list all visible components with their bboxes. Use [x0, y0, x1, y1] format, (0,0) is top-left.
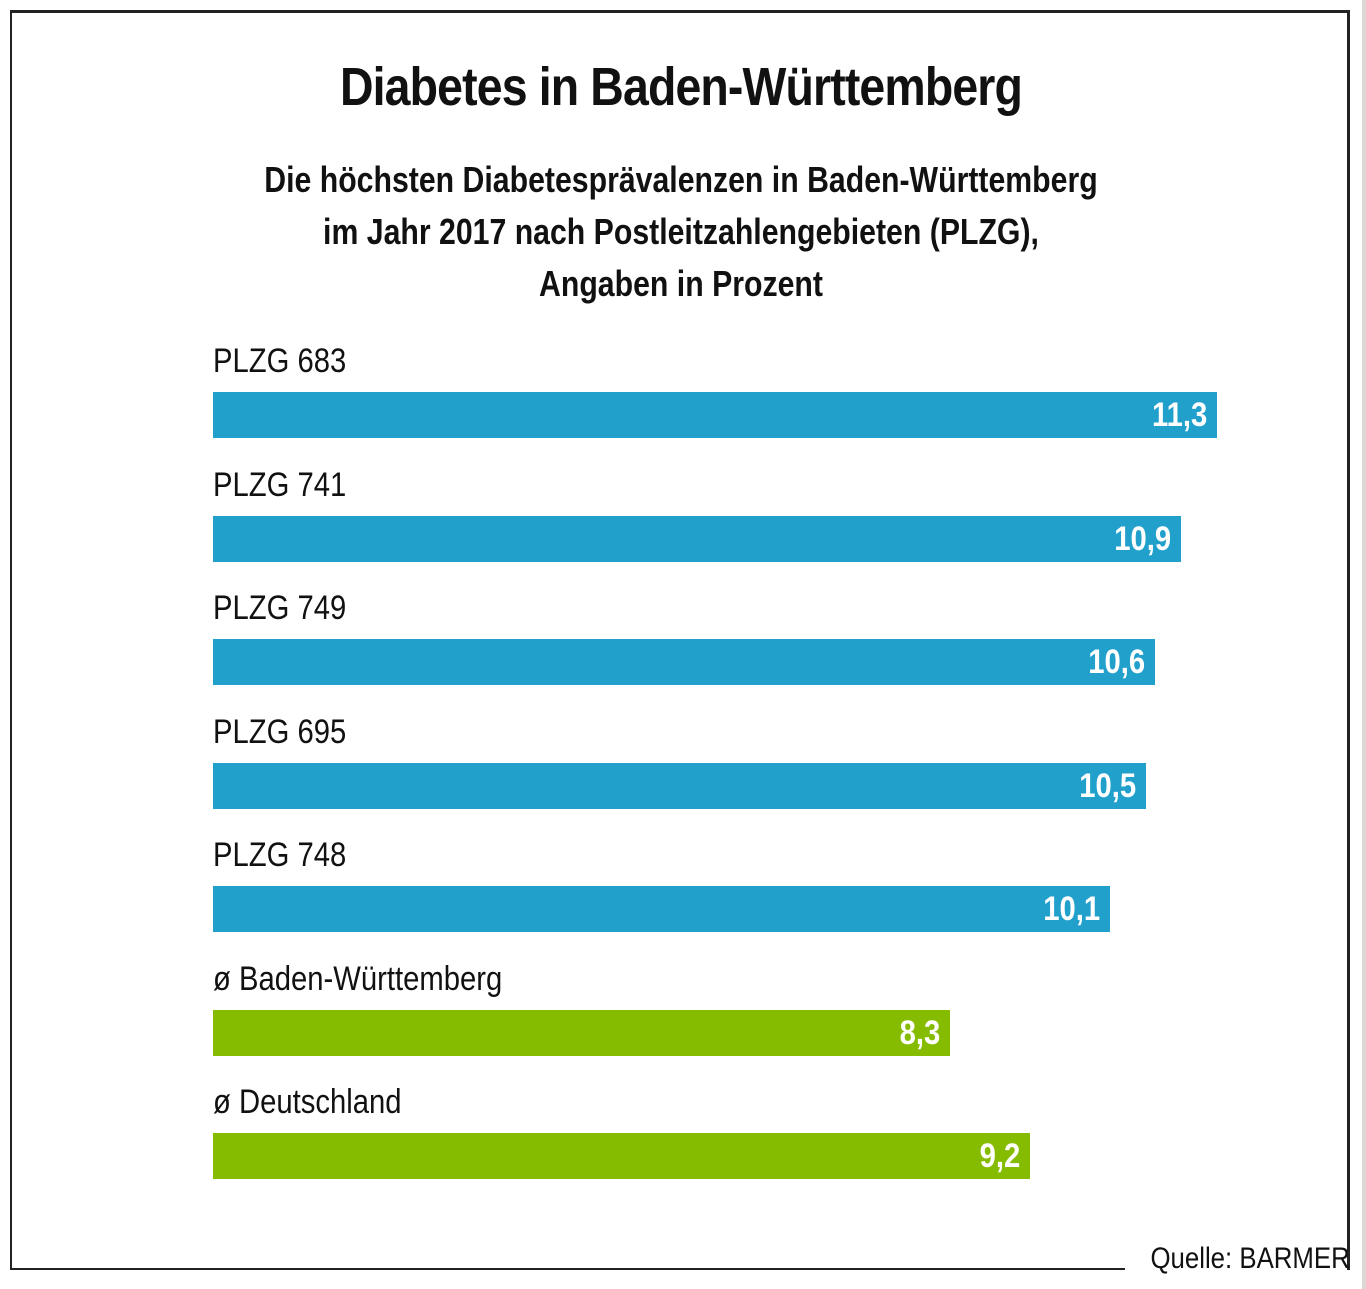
bar-value-label: 10,1	[1043, 890, 1100, 928]
subtitle-line: im Jahr 2017 nach Postleitzahlengebieten…	[323, 211, 1039, 252]
bar-value-label: 10,6	[1088, 643, 1145, 681]
subtitle-line: Angaben in Prozent	[539, 263, 823, 304]
bar-value-label: 10,5	[1079, 766, 1136, 805]
bar-label: PLZG 695	[213, 712, 347, 751]
frame-bottom-line	[10, 1268, 1125, 1270]
bar	[213, 1133, 1030, 1179]
bar-label: ø Baden-Württemberg	[213, 959, 503, 998]
bar-label: PLZG 749	[213, 589, 347, 627]
subtitle-line: Die höchsten Diabetesprävalenzen in Bade…	[264, 159, 1098, 200]
bar-label: PLZG 748	[213, 836, 347, 874]
bar-label: PLZG 741	[213, 465, 347, 504]
bar-value-label: 9,2	[979, 1137, 1020, 1175]
bar-value-label: 11,3	[1151, 396, 1207, 434]
chart-frame	[10, 10, 1350, 1270]
bar	[213, 886, 1110, 932]
bar	[213, 639, 1155, 685]
source-note: Quelle: BARMER	[1150, 1242, 1350, 1275]
bar	[213, 762, 1146, 809]
bar-label: ø Deutschland	[213, 1083, 402, 1121]
chart-subtitle: Die höchsten Diabetesprävalenzen in Bade…	[109, 154, 1253, 310]
bar-value-label: 10,9	[1114, 519, 1171, 558]
bar	[213, 515, 1181, 562]
bar-label: PLZG 683	[213, 342, 347, 380]
bar-value-label: 8,3	[899, 1013, 940, 1052]
bar	[213, 1009, 950, 1056]
bar	[213, 392, 1217, 438]
chart-title: Diabetes in Baden-Württemberg	[339, 57, 1023, 117]
